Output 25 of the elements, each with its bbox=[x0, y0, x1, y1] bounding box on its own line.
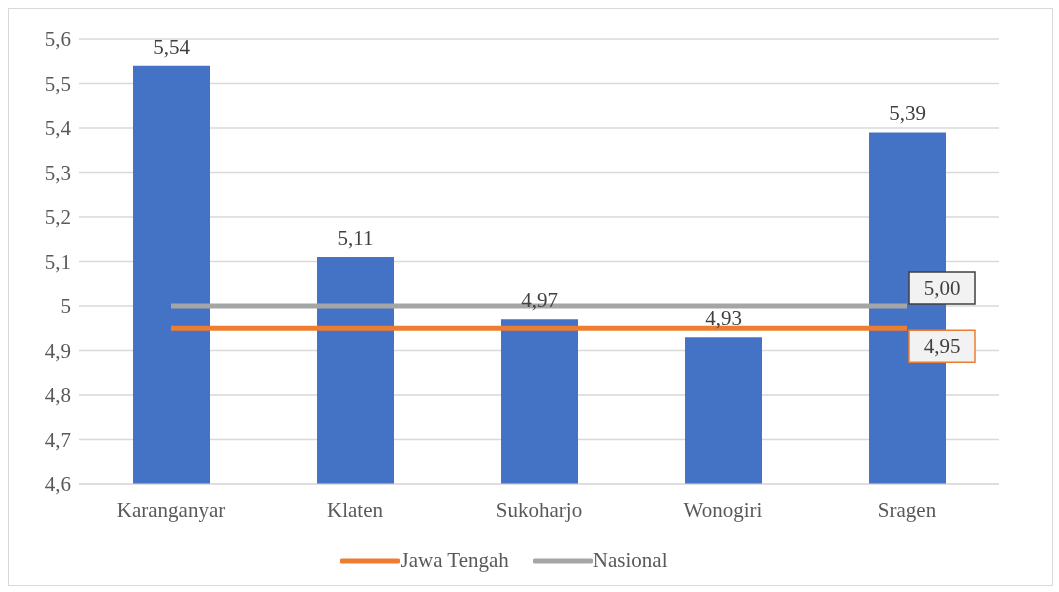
x-tick-label: Klaten bbox=[327, 497, 384, 522]
y-tick-label: 4,7 bbox=[44, 427, 71, 452]
data-label: 5,54 bbox=[153, 34, 191, 59]
x-tick-label: Sukoharjo bbox=[495, 497, 583, 522]
data-label: 4,93 bbox=[705, 306, 742, 331]
y-tick-label: 5,2 bbox=[44, 205, 71, 230]
y-tick-label: 4,9 bbox=[44, 338, 71, 363]
x-tick-label: Wonogiri bbox=[683, 497, 763, 522]
data-label: 4,97 bbox=[521, 288, 558, 313]
y-tick-label: 5,1 bbox=[44, 249, 71, 274]
data-label: 5,39 bbox=[889, 101, 926, 126]
legend-label: Nasional bbox=[591, 548, 668, 573]
y-tick-label: 4,6 bbox=[44, 472, 71, 497]
data-label: 5,00 bbox=[923, 276, 961, 300]
data-label: 4,95 bbox=[923, 334, 961, 359]
y-tick-label: 4,8 bbox=[44, 383, 71, 408]
x-tick-label: Karanganyar bbox=[116, 497, 226, 522]
x-tick-label: Sragen bbox=[877, 497, 937, 522]
data-label: 5,11 bbox=[337, 226, 374, 251]
y-tick-label: 5 bbox=[60, 294, 71, 319]
y-tick-label: 5,4 bbox=[44, 116, 72, 141]
y-tick-label: 5,3 bbox=[44, 160, 71, 185]
legend-label: Jawa Tengah bbox=[399, 548, 509, 573]
y-tick-label: 5,5 bbox=[44, 71, 71, 96]
y-tick-label: 5,6 bbox=[44, 27, 71, 52]
